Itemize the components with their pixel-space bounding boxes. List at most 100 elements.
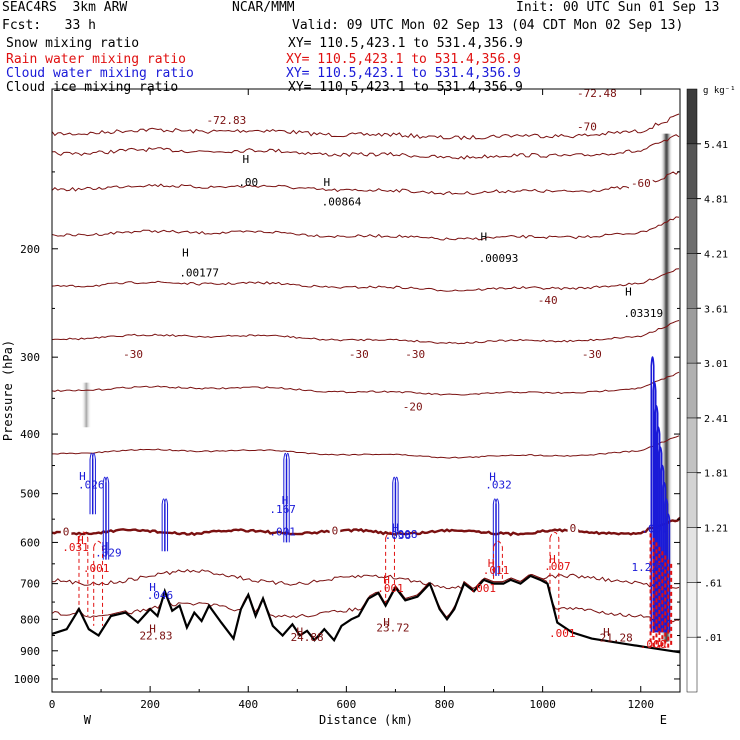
y-tick-label: 800 <box>20 613 40 626</box>
field-label: 1.227 <box>632 561 665 574</box>
field-label: .029 <box>95 546 122 559</box>
field-label: H <box>182 247 189 260</box>
temp-contour-m50 <box>52 216 680 241</box>
field-label: 22.83 <box>139 629 172 642</box>
temp-contour-m40 <box>52 268 680 292</box>
field-cloud-water-xy: XY= 110.5,423.1 to 531.4,356.9 <box>286 66 521 81</box>
cloud-water-contour <box>285 452 290 543</box>
cloud-water-contour <box>495 498 500 576</box>
x-tick-label: 1200 <box>628 698 655 711</box>
temp-label-bg <box>579 349 604 361</box>
colorbar-swatch <box>686 198 698 254</box>
colorbar-label: 4.21 <box>704 249 728 260</box>
field-rain-name: Rain water mixing ratio <box>6 52 187 67</box>
field-label: H <box>625 285 632 298</box>
temp-label-bg <box>574 88 619 100</box>
colorbar-unit: g kg⁻¹ <box>703 86 736 96</box>
cloud-water-contour <box>394 476 399 534</box>
field-label: .00 <box>238 176 258 189</box>
field-label: 24.88 <box>291 631 324 644</box>
cloud-water-contour <box>650 356 655 633</box>
temperature-contours <box>52 113 680 623</box>
field-label: H <box>149 581 156 594</box>
field-label: .032 <box>485 478 512 491</box>
x-tick-label: 400 <box>238 698 258 711</box>
field-label: H <box>488 557 495 570</box>
cloud-water-contour <box>105 476 110 560</box>
field-label: .007 <box>544 560 571 573</box>
field-label: .00093 <box>479 252 519 265</box>
temp-label: -72.48 <box>577 87 617 100</box>
field-label: .000 <box>640 638 667 651</box>
terrain-line <box>52 574 680 654</box>
colorbar-swatch <box>686 472 698 528</box>
cloud-water-contour <box>662 481 667 633</box>
colorbar-label: 3.61 <box>704 304 728 315</box>
field-label: .167 <box>269 503 296 516</box>
temp-label-bg <box>400 401 425 413</box>
cloud-water-contour <box>652 381 657 633</box>
colorbar-swatch <box>686 527 698 583</box>
endpoint-west: W <box>84 713 92 727</box>
colorbar-swatch <box>686 582 698 638</box>
temp-contour-10 <box>52 568 680 590</box>
colorbar-label: 1.81 <box>704 469 728 480</box>
field-label: H <box>282 494 289 507</box>
y-tick-label: 300 <box>20 351 40 364</box>
x-tick-label: 0 <box>49 698 56 711</box>
colorbar-swatch <box>686 88 698 145</box>
y-tick-label: 900 <box>20 645 40 658</box>
field-labels: H.00 H.00864H.00177H.00093H.03319H.026H.1… <box>62 153 667 651</box>
colorbar-swatch <box>686 417 698 473</box>
temp-label-bg <box>574 121 599 133</box>
colorbar-label: 1.21 <box>704 524 728 535</box>
cloud-water-contour <box>666 513 671 633</box>
field-label: .046 <box>147 589 174 602</box>
field-label: H <box>102 540 109 553</box>
cloud-water-contour <box>164 498 169 552</box>
field-label: H <box>489 471 496 484</box>
temp-label-bg <box>346 349 371 361</box>
header-fcst: Fcst: 33 h <box>2 18 96 33</box>
temp-label: -30 <box>582 348 602 361</box>
y-tick-label: 600 <box>20 536 40 549</box>
rain-contours <box>78 531 673 648</box>
field-snow-xy: XY= 110.5,423.1 to 531.4,356.9 <box>288 36 523 51</box>
temp-label: 0 <box>332 524 339 537</box>
field-label: .031 <box>62 541 89 554</box>
colorbar-label: .61 <box>704 578 722 589</box>
colorbar-swatch <box>686 362 698 419</box>
cloud-water-contour <box>664 498 669 633</box>
temp-contour-m10 <box>52 435 680 459</box>
field-label: H <box>603 626 610 639</box>
temp-label: -72.83 <box>207 114 247 127</box>
field-label: H <box>79 470 86 483</box>
temp-contour-m72_83 <box>52 113 680 141</box>
colorbar-label: 3.01 <box>704 359 728 370</box>
endpoint-east: E <box>660 713 667 727</box>
field-label: .001 <box>269 526 296 539</box>
temp-label-bg <box>628 177 653 189</box>
y-tick-label: 400 <box>20 428 40 441</box>
header-org: NCAR/MMM <box>232 0 295 15</box>
rain-contour-cap <box>549 531 560 539</box>
rain-contour-cap <box>493 540 503 548</box>
field-label: .001 <box>83 562 110 575</box>
temp-label: -70 <box>577 121 597 134</box>
field-label: .00177 <box>179 267 219 280</box>
temp-label: 0 <box>570 522 577 535</box>
x-tick-label: 200 <box>140 698 160 711</box>
colorbar-swatch <box>686 636 698 693</box>
colorbar-label: 4.81 <box>704 195 728 206</box>
terrain <box>52 574 680 654</box>
rain-contour-cap <box>78 531 89 539</box>
y-axis-title: Pressure (hPa) <box>1 340 15 441</box>
header-init: Init: 00 UTC Sun 01 Sep 13 <box>516 0 720 15</box>
field-label: H <box>296 626 303 639</box>
field-label: H <box>77 534 84 547</box>
rain-contour-cap <box>385 531 395 539</box>
temp-label-bg <box>535 295 560 307</box>
temp-label-bg <box>329 525 341 537</box>
colorbar-swatch <box>686 143 698 199</box>
